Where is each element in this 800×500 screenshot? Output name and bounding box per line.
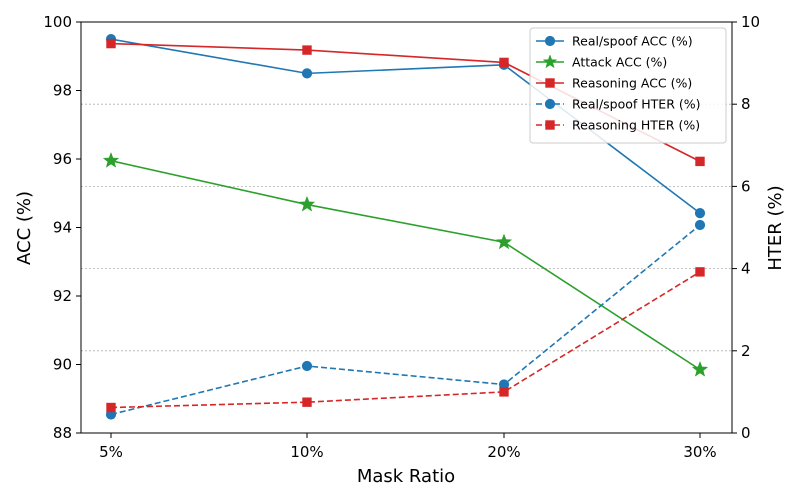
x-tick-label: 20% <box>487 443 520 461</box>
series-5 <box>106 267 705 413</box>
series-line <box>110 224 701 416</box>
left-y-tick-label: 100 <box>43 13 72 31</box>
legend-marker <box>542 54 558 69</box>
data-point <box>102 151 120 168</box>
data-point <box>695 156 705 167</box>
right-y-tick-label: 10 <box>741 13 760 31</box>
right-y-tick-label: 0 <box>741 424 751 442</box>
data-point <box>695 267 705 277</box>
x-tick-label: 10% <box>290 443 323 461</box>
legend-item: Reasoning HTER (%) <box>536 118 700 133</box>
right-y-tick-label: 8 <box>741 95 751 113</box>
data-point <box>302 45 312 55</box>
legend-box <box>529 27 727 144</box>
data-point <box>301 68 313 79</box>
data-point <box>106 38 116 49</box>
legend-marker <box>544 35 556 47</box>
data-point <box>106 402 116 413</box>
series-line <box>110 271 701 409</box>
data-point <box>694 219 706 231</box>
right-y-tick-label: 2 <box>741 342 751 360</box>
legend-marker <box>545 78 555 88</box>
legend-marker <box>545 120 555 130</box>
series-line <box>110 159 701 371</box>
legend-label: Reasoning ACC (%) <box>572 76 692 91</box>
x-tick-label: 5% <box>99 443 123 461</box>
grid-lines <box>81 103 732 352</box>
legend-label: Reasoning HTER (%) <box>572 118 700 133</box>
series-2 <box>102 151 709 377</box>
right-y-tick-label: 4 <box>741 260 751 278</box>
legend-label: Attack ACC (%) <box>572 55 667 70</box>
left-y-axis-title: ACC (%) <box>14 191 35 265</box>
left-y-tick-label: 92 <box>53 287 72 305</box>
data-point <box>691 360 709 377</box>
data-point <box>499 387 509 397</box>
legend-label: Real/spoof HTER (%) <box>572 97 701 112</box>
data-point <box>495 233 513 250</box>
series-4 <box>105 219 706 420</box>
legend-item: Attack ACC (%) <box>536 54 667 70</box>
legend-item: Real/spoof ACC (%) <box>536 34 693 49</box>
data-point <box>499 57 509 68</box>
data-point <box>302 397 312 407</box>
left-y-tick-label: 88 <box>53 424 72 442</box>
legend-label: Real/spoof ACC (%) <box>572 34 693 49</box>
legend-item: Real/spoof HTER (%) <box>536 97 701 112</box>
data-point <box>694 208 706 219</box>
legend-marker <box>544 98 556 110</box>
x-tick-label: 30% <box>683 443 716 461</box>
left-y-tick-label: 90 <box>53 356 72 374</box>
right-y-axis: 0 2 4 6 8 10 <box>732 13 760 442</box>
legend: Real/spoof ACC (%) Attack ACC (%) Reasonin… <box>529 27 727 144</box>
data-point <box>298 195 316 212</box>
left-y-tick-label: 98 <box>53 82 72 100</box>
right-y-axis-title: HTER (%) <box>765 185 786 270</box>
x-axis-title: Mask Ratio <box>357 466 455 487</box>
left-y-axis: 88 90 92 94 96 98 100 <box>43 13 81 442</box>
right-y-tick-label: 6 <box>741 177 751 195</box>
x-axis: 5% 10% 20% 30% <box>99 433 717 461</box>
legend-item: Reasoning ACC (%) <box>536 76 692 91</box>
left-y-tick-label: 94 <box>53 219 72 237</box>
data-point <box>301 360 313 372</box>
left-y-tick-label: 96 <box>53 150 72 168</box>
